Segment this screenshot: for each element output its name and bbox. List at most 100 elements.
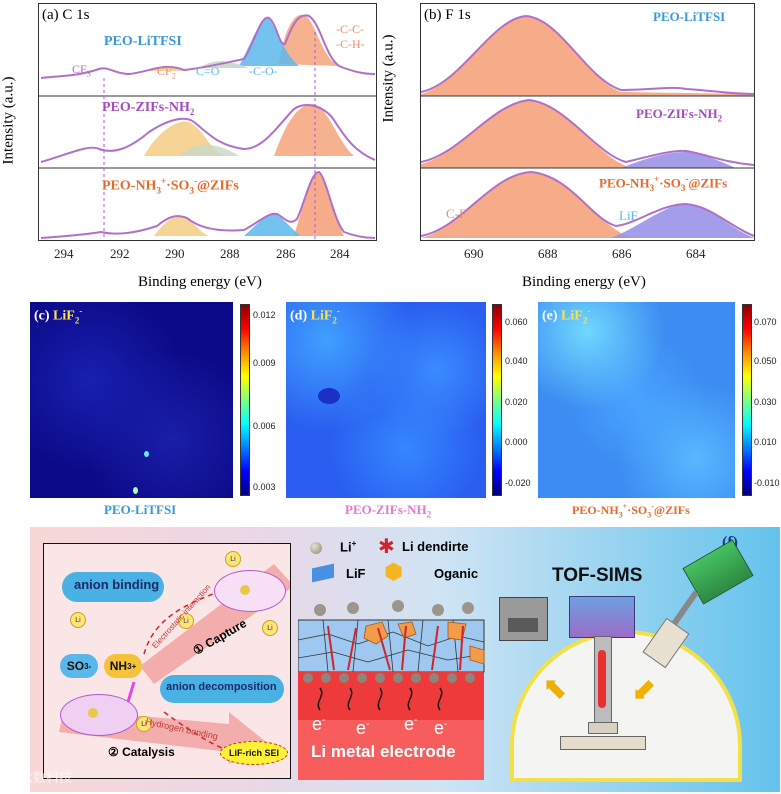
- li-ion-dot: [432, 604, 444, 616]
- electrode-label: Li metal electrode: [311, 742, 456, 761]
- electrode-glow: [298, 720, 484, 780]
- li-badge: Li: [136, 716, 152, 732]
- trace-a1: [40, 14, 376, 79]
- deposited-li-dot: [447, 673, 457, 683]
- panel-b: (b) F 1s PEO-LiTFSI PEO-ZIFs-NH2 PEO-NH3…: [420, 3, 755, 241]
- organic-chunk: [397, 621, 417, 639]
- li-path-arrow: [459, 625, 464, 671]
- map-d-label: (d) LiF2-: [290, 306, 340, 326]
- trace-label-a1: PEO-LiTFSI: [104, 34, 182, 49]
- colorbar-c-tick: 0.012: [253, 310, 276, 320]
- legend-li: Li+: [340, 539, 357, 555]
- trace-label-a2: PEO-ZIFs-NH2: [102, 100, 195, 117]
- colorbar-e-tick: 0.030: [754, 397, 777, 407]
- deposited-li-dot: [321, 673, 331, 683]
- sei-layer: [298, 600, 485, 780]
- nh3-bubble: NH 3 +: [104, 654, 142, 678]
- organic-chunk: [469, 645, 485, 665]
- anion-binding-cloud: [62, 572, 164, 602]
- li-ion-dot: [462, 602, 474, 614]
- panel-b-xtick: 690: [464, 246, 484, 261]
- colorbar-d-tick: 0.040: [505, 356, 528, 366]
- panel-a-ylabel: Intensity (a.u.): [0, 76, 17, 165]
- tof-sims-title: TOF-SIMS: [552, 565, 643, 586]
- trace-b2: [421, 98, 754, 166]
- capture-dashed-line: [143, 589, 225, 655]
- legend-li-dot: [310, 542, 322, 554]
- sims-map-c: (c) LiF2-: [30, 302, 233, 498]
- label-cf: C-F: [446, 206, 467, 221]
- electron-path: [317, 687, 323, 711]
- peak-co-1: [239, 18, 299, 66]
- tfsi-anion-ellipse-bottom: [60, 694, 138, 736]
- electron-label: e-: [312, 714, 326, 734]
- li-path-arrow: [401, 625, 407, 671]
- label-co: -C-O-: [249, 64, 278, 78]
- deposited-li-dot: [303, 673, 313, 683]
- colorbar-e-tick: 0.050: [754, 356, 777, 366]
- trace-label-b2: PEO-ZIFs-NH2: [636, 106, 723, 124]
- deposited-li-dot: [411, 673, 421, 683]
- dendrite-star-icon: ✱: [378, 536, 395, 558]
- li-badge: Li: [178, 613, 194, 629]
- map-c-caption: PEO-LiTFSI: [104, 502, 177, 517]
- hydrogen-link: [126, 681, 136, 703]
- map-e-label: (e) LiF2-: [542, 306, 591, 326]
- peak-cc-3: [294, 172, 344, 236]
- tfsi-anion-ellipse: [214, 570, 286, 612]
- anion-binding-label: anion binding: [74, 577, 160, 592]
- label-ceo: C=O: [196, 64, 220, 78]
- colorbar-c-tick: 0.006: [253, 421, 276, 431]
- sem-inset: [499, 597, 548, 641]
- peak-lif-2: [621, 152, 736, 168]
- panel-b-ylabel: Intensity (a.u.): [380, 34, 397, 123]
- label-cc: -C-C-: [336, 22, 364, 36]
- peak-co-3: [244, 213, 301, 236]
- trace-b1: [421, 14, 754, 95]
- li-ion-dot: [314, 604, 326, 616]
- panel-b-xtick: 686: [612, 246, 632, 261]
- colorbar-e: [742, 304, 752, 496]
- peak-cc-2: [274, 104, 354, 156]
- peak-ceo-2: [179, 144, 239, 156]
- colorbar-e-tick: 0.010: [754, 437, 777, 447]
- legend-dendrite: Li dendirte: [402, 539, 469, 554]
- peak-cc-1: [279, 14, 339, 66]
- trace-label-a3: PEO-NH3+·SO3-@ZIFs: [102, 176, 239, 196]
- panel-a-xtick: 286: [276, 246, 296, 261]
- label-lif: LiF: [619, 208, 638, 223]
- panel-a-xtick: 294: [54, 246, 74, 261]
- colorbar-c-tick: 0.009: [253, 358, 276, 368]
- deposited-li-dot: [357, 673, 367, 683]
- deposited-li-dot: [393, 673, 403, 683]
- molecule-dot: [240, 585, 250, 595]
- trace-a3: [40, 170, 376, 239]
- so3-bubble: SO 3-: [60, 654, 98, 678]
- anion-decomposition-label: anion decomposition: [166, 681, 277, 693]
- sims-map-d: (d) LiF2-: [286, 302, 486, 498]
- colorbar-d-tick: 0.020: [505, 397, 528, 407]
- label-cf2: CF2: [157, 64, 176, 81]
- sims-map-e: (e) LiF2-: [538, 302, 735, 498]
- electron-path: [407, 687, 413, 711]
- colorbar-e-tick: -0.010: [754, 478, 780, 488]
- electron-path: [377, 687, 383, 711]
- peak-cf-3: [421, 172, 631, 238]
- electron-path: [437, 687, 443, 711]
- map-d-caption: PEO-ZIFs-NH2: [345, 502, 432, 520]
- colorbar-d-tick: 0.000: [505, 437, 528, 447]
- trace-a2: [40, 103, 376, 163]
- panel-a-xtick: 284: [330, 246, 350, 261]
- li-path-arrow: [327, 625, 335, 671]
- panel-b-plot: [421, 14, 754, 238]
- peak-cf-2: [421, 100, 626, 168]
- molecule-dot: [88, 708, 98, 718]
- watermark-text: 六数科技: [20, 771, 73, 786]
- panel-a-xtick: 292: [110, 246, 130, 261]
- electron-label: e-: [404, 714, 418, 734]
- trace-b3: [421, 170, 754, 237]
- label-cf3: CF3: [72, 62, 91, 79]
- panel-a-xtick: 290: [165, 246, 185, 261]
- li-path-arrow: [431, 625, 439, 671]
- legend-organic-hexagon-icon: ⬢: [384, 559, 404, 584]
